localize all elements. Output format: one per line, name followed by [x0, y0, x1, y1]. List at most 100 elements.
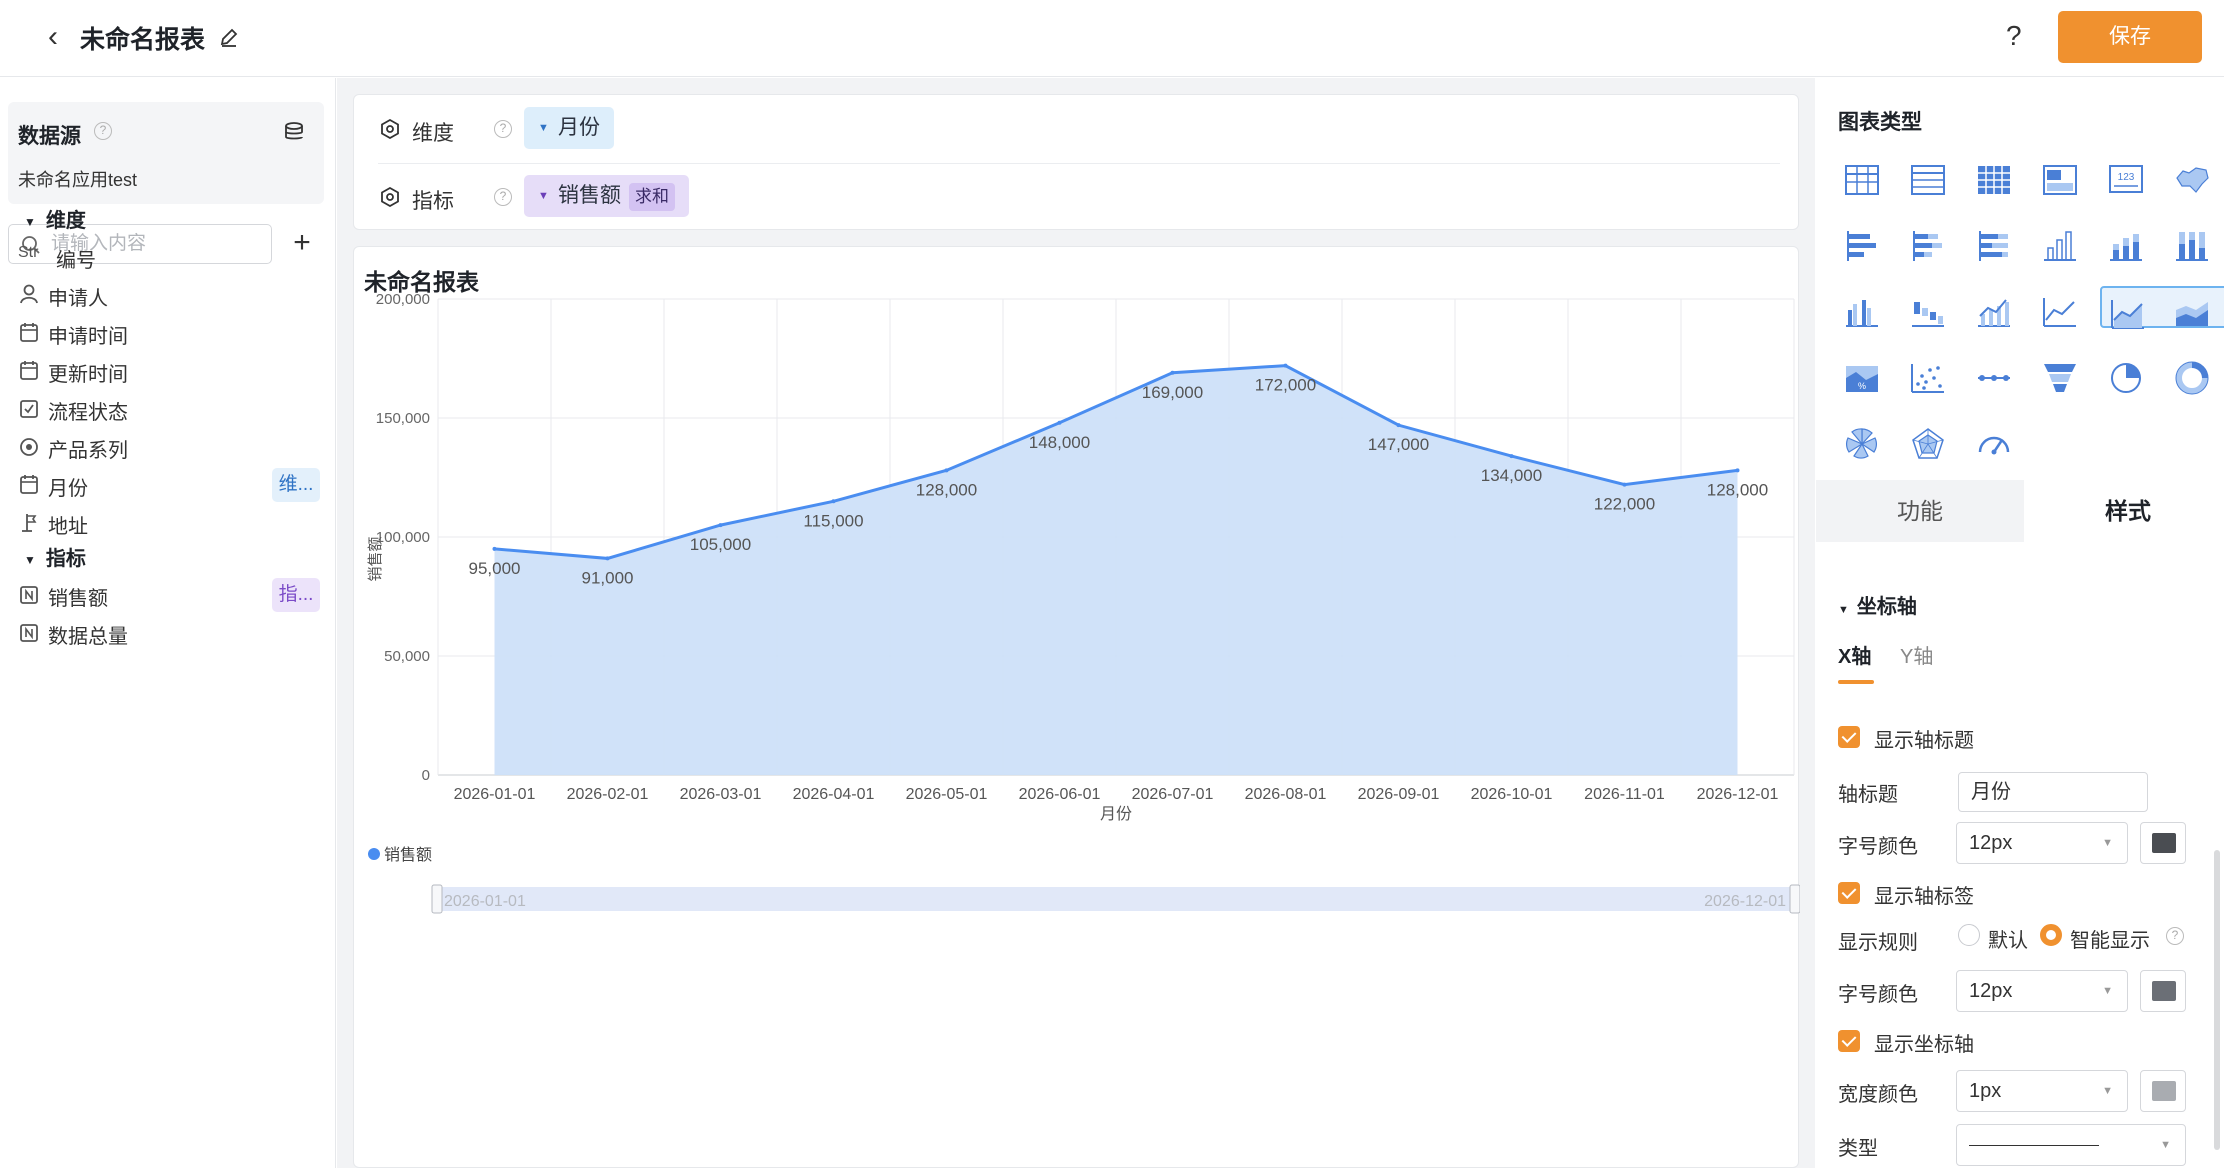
- chart-type-stacked-column[interactable]: [2100, 220, 2152, 272]
- chart-type-table[interactable]: [1836, 154, 1888, 206]
- area-chart[interactable]: 0 50,000 100,000 150,000 200,000 2026-01-01 20…: [354, 247, 1800, 1169]
- field-item-id[interactable]: Str 编号: [18, 240, 324, 274]
- field-item-sales[interactable]: 销售额 指...: [18, 578, 324, 612]
- font-color-swatch-2[interactable]: [2140, 970, 2186, 1012]
- chart-type-dot-line[interactable]: [1968, 352, 2020, 404]
- chart-type-detail-table[interactable]: [1902, 154, 1954, 206]
- field-label: 产品系列: [48, 440, 128, 462]
- top-bar: ‹ 未命名报表 ? 保存: [0, 0, 2224, 77]
- chart-type-grouped-column[interactable]: [1836, 286, 1888, 338]
- funnel-icon: [2044, 364, 2076, 392]
- dimension-chip[interactable]: ▼ 月份: [524, 107, 614, 149]
- chevron-down-icon: ▼: [2102, 837, 2113, 849]
- chart-type-scatter[interactable]: [1902, 352, 1954, 404]
- rule-default-radio[interactable]: [1958, 924, 1980, 946]
- field-item-status[interactable]: 流程状态: [18, 392, 324, 426]
- chart-type-stacked-bar-horizontal[interactable]: [1902, 220, 1954, 272]
- chart-type-combo-chart[interactable]: [1968, 286, 2020, 338]
- chart-type-radar[interactable]: [1902, 418, 1954, 470]
- help-circle-icon[interactable]: ?: [494, 188, 512, 206]
- chart-type-percent-area[interactable]: %: [1836, 352, 1888, 404]
- chart-type-funnel[interactable]: [2034, 352, 2086, 404]
- chart-type-map[interactable]: [2166, 154, 2218, 206]
- dimension-chip-label: 月份: [558, 116, 600, 139]
- chart-type-rose[interactable]: [1836, 418, 1888, 470]
- y-tick-label: 150,000: [376, 410, 430, 427]
- chart-type-gauge[interactable]: [1968, 418, 2020, 470]
- database-icon[interactable]: [282, 120, 306, 144]
- measure-section-header[interactable]: ▼ 指标: [24, 542, 86, 571]
- x-tick-label: 2026-08-01: [1245, 786, 1327, 803]
- area-icon: [2111, 300, 2144, 329]
- font-size-select-2[interactable]: 12px ▼: [1956, 970, 2128, 1012]
- help-circle-icon[interactable]: ?: [494, 120, 512, 138]
- panel-scrollbar[interactable]: [2214, 850, 2220, 1150]
- dimension-section-header[interactable]: ▼ 维度: [24, 204, 86, 233]
- field-label: 编号: [56, 250, 96, 272]
- help-icon[interactable]: ?: [2006, 20, 2022, 51]
- chart-type-donut[interactable]: [2166, 352, 2218, 404]
- field-item-total-count[interactable]: 数据总量: [18, 616, 324, 650]
- chart-type-bar-horizontal[interactable]: [1836, 220, 1888, 272]
- chevron-down-icon: ▼: [2102, 1085, 2113, 1097]
- add-field-button[interactable]: +: [293, 226, 311, 259]
- tab-style[interactable]: 样式: [2024, 480, 2224, 542]
- chart-type-stacked-area[interactable]: [2166, 286, 2218, 338]
- dimension-section-label: 维度: [45, 210, 86, 232]
- line-color-swatch[interactable]: [2140, 1070, 2186, 1112]
- chart-card: 未命名报表 0 50,000 100,000 150,000 200,000 2026-0…: [353, 246, 1800, 1169]
- back-arrow-icon[interactable]: ‹: [48, 20, 58, 53]
- width-color-label: 宽度颜色: [1838, 1084, 1918, 1106]
- show-axis-title-checkbox[interactable]: [1838, 726, 1860, 748]
- field-item-update-time[interactable]: 更新时间: [18, 354, 324, 388]
- axis-title-input[interactable]: 月份: [1958, 772, 2148, 812]
- field-label: 流程状态: [48, 402, 128, 424]
- measure-chip[interactable]: ▼ 销售额 求和: [524, 175, 689, 217]
- chart-type-number-card[interactable]: 123: [2100, 154, 2152, 206]
- chart-type-pie[interactable]: [2100, 352, 2152, 404]
- search-input[interactable]: [51, 231, 261, 257]
- line-width-select[interactable]: 1px ▼: [1956, 1070, 2128, 1112]
- font-color-swatch[interactable]: [2140, 822, 2186, 864]
- show-axis-title-label: 显示轴标题: [1874, 730, 1974, 752]
- rule-smart-radio[interactable]: [2040, 924, 2062, 946]
- field-item-apply-time[interactable]: 申请时间: [18, 316, 324, 350]
- tab-y-axis[interactable]: Y轴: [1900, 646, 1934, 668]
- data-label: 172,000: [1255, 376, 1316, 395]
- chart-type-percent-column[interactable]: [2166, 220, 2218, 272]
- field-item-address[interactable]: 地址: [18, 506, 324, 540]
- chart-type-pivot-table[interactable]: [1968, 154, 2020, 206]
- show-axis-label-checkbox[interactable]: [1838, 882, 1860, 904]
- line-type-select[interactable]: ▼: [1956, 1124, 2186, 1166]
- chart-type-waterfall[interactable]: [1902, 286, 1954, 338]
- aggregation-badge[interactable]: 求和: [629, 183, 675, 211]
- field-item-month[interactable]: 月份 维...: [18, 468, 324, 502]
- font-size-select[interactable]: 12px ▼: [1956, 822, 2128, 864]
- x-tick-label: 2026-03-01: [680, 786, 762, 803]
- save-button[interactable]: 保存: [2058, 11, 2202, 63]
- chart-type-percent-bar-horizontal[interactable]: [1968, 220, 2020, 272]
- tab-x-axis[interactable]: X轴: [1838, 646, 1872, 668]
- checkbox-icon: [20, 400, 38, 418]
- axis-section-header[interactable]: ▼ 坐标轴: [1838, 590, 1917, 619]
- chevron-down-icon: ▼: [2102, 985, 2113, 997]
- data-label: 169,000: [1142, 383, 1203, 402]
- bar-horizontal-icon: [1847, 231, 1876, 261]
- chart-type-card[interactable]: [2034, 154, 2086, 206]
- pie-icon: [2111, 363, 2141, 393]
- x-tick-label: 2026-02-01: [567, 786, 649, 803]
- chart-type-column[interactable]: [2034, 220, 2086, 272]
- tab-function[interactable]: 功能: [1816, 480, 2024, 542]
- edit-icon[interactable]: [218, 26, 240, 48]
- data-label: 128,000: [916, 480, 977, 499]
- chart-type-line[interactable]: [2034, 286, 2086, 338]
- detail-table-icon: [1911, 165, 1945, 195]
- help-circle-icon[interactable]: ?: [2166, 927, 2184, 945]
- help-circle-icon[interactable]: ?: [94, 122, 112, 140]
- y-tick-label: 100,000: [376, 529, 430, 546]
- field-item-applicant[interactable]: 申请人: [18, 278, 324, 312]
- x-tick-label: 2026-07-01: [1132, 786, 1214, 803]
- data-point: [1170, 370, 1175, 375]
- show-axis-line-checkbox[interactable]: [1838, 1030, 1860, 1052]
- field-item-product-series[interactable]: 产品系列: [18, 430, 324, 464]
